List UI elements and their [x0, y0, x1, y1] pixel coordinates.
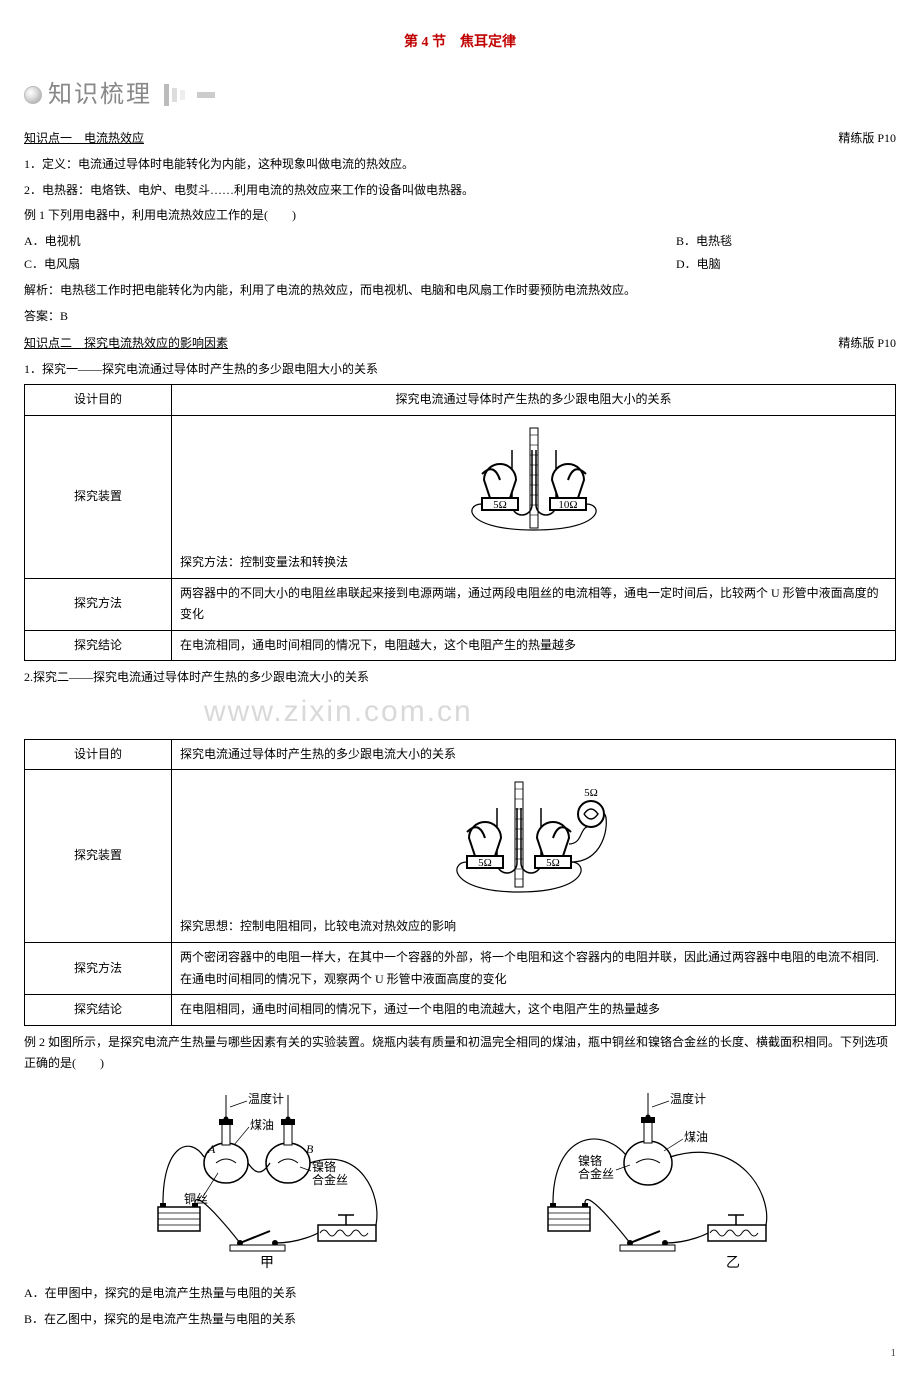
bullet-icon: [24, 86, 42, 104]
inv1-conclusion: 在电流相同，通电时间相同的情况下，电阻越大，这个电阻产生的热量越多: [172, 630, 896, 661]
label-yi: 乙: [726, 1255, 740, 1271]
label-thermo-jia: 温度计: [248, 1091, 284, 1106]
inv1-r-left: 5Ω: [493, 499, 507, 511]
inv1-purpose-label: 设计目的: [25, 385, 172, 416]
label-jia: 甲: [260, 1256, 274, 1271]
inv2-conclusion-label: 探究结论: [25, 995, 172, 1026]
inv2-r-right: 5Ω: [546, 857, 560, 869]
table-row: 设计目的 探究电流通过导体时产生热的多少跟电阻大小的关系: [25, 385, 896, 416]
table-row: 探究方法 两个密闭容器中的电阻一样大，在其中一个容器的外部，将一个电阻和这个容器…: [25, 943, 896, 995]
kp1-row: 知识点一 电流热效应 精练版 P10: [24, 128, 896, 150]
table-row: 探究装置: [25, 770, 896, 943]
kp2-row: 知识点二 探究电流热效应的影响因素 精练版 P10: [24, 333, 896, 355]
inv2-device-label: 探究装置: [25, 770, 172, 943]
label-nichrome-jia: 镍铬合金丝: [312, 1159, 348, 1187]
example2-stem: 例 2 如图所示，是探究电流产生热量与哪些因素有关的实验装置。烧瓶内装有质量和初…: [24, 1032, 896, 1075]
label-nichrome-yi: 镍铬合金丝: [578, 1153, 614, 1181]
example1-answer: 答案：B: [24, 306, 896, 328]
example2-opt-a: A．在甲图中，探究的是电流产生热量与电阻的关系: [24, 1283, 896, 1305]
inv1-conclusion-label: 探究结论: [25, 630, 172, 661]
kp2-title: 知识点二 探究电流热效应的影响因素: [24, 333, 228, 355]
inv1-device-label: 探究装置: [25, 415, 172, 578]
inv1-purpose: 探究电流通过导体时产生热的多少跟电阻大小的关系: [172, 385, 896, 416]
investigation2-table: 设计目的 探究电流通过导体时产生热的多少跟电流大小的关系 探究装置: [24, 739, 896, 1026]
example1-stem: 例 1 下列用电器中，利用电流热效应工作的是( ): [24, 205, 896, 227]
inv2-method-label: 探究方法: [25, 943, 172, 995]
definition-2: 2．电热器：电烙铁、电炉、电熨斗……利用电流的热效应来工作的设备叫做电热器。: [24, 180, 896, 202]
section-header-text: 知识梳理: [48, 73, 152, 116]
opt-c: C．电风扇: [24, 254, 676, 276]
page-number: 1: [24, 1344, 896, 1364]
page-title: 第 4 节 焦耳定律: [24, 30, 896, 55]
inv2-purpose-label: 设计目的: [25, 739, 172, 770]
figure-yi: 温度计 煤油 镍铬合金丝 乙: [520, 1085, 790, 1275]
inv2-device-cell: 5Ω 5Ω 5Ω 探究思想：控制电阻相同，比较电流对热效应的影: [172, 770, 896, 943]
label-thermo-yi: 温度计: [670, 1091, 706, 1106]
example2-opt-b: B．在乙图中，探究的是电流产生热量与电阻的关系: [24, 1309, 896, 1331]
table-row: 探究结论 在电阻相同，通电时间相同的情况下，通过一个电阻的电流越大，这个电阻产生…: [25, 995, 896, 1026]
inv1-method: 两容器中的不同大小的电阻丝串联起来接到电源两端，通过两段电阻丝的电流相等，通电一…: [172, 578, 896, 630]
inv2-r-left: 5Ω: [478, 857, 492, 869]
inv1-device-caption: 探究方法：控制变量法和转换法: [180, 552, 348, 574]
inv1-device-cell: 5Ω 10Ω 探究方法：控制变量法和转换法: [172, 415, 896, 578]
example1-opts-row1: A．电视机 B．电热毯: [24, 231, 896, 253]
label-A: A: [207, 1142, 216, 1156]
section-header: 知识梳理: [24, 73, 896, 116]
inv2-method: 两个密闭容器中的电阻一样大，在其中一个容器的外部，将一个电阻和这个容器内的电阻并…: [172, 943, 896, 995]
inv1-device-diagram: 5Ω 10Ω: [434, 420, 634, 540]
inv2-conclusion: 在电阻相同，通电时间相同的情况下，通过一个电阻的电流越大，这个电阻产生的热量越多: [172, 995, 896, 1026]
label-oil-jia: 煤油: [250, 1118, 274, 1132]
label-oil-yi: 煤油: [684, 1130, 708, 1144]
decoration-dash: [197, 92, 215, 98]
opt-d: D．电脑: [676, 254, 896, 276]
inv2-device-caption: 探究思想：控制电阻相同，比较电流对热效应的影响: [180, 916, 456, 938]
opt-b: B．电热毯: [676, 231, 896, 253]
investigation1-intro: 1．探究一——探究电流通过导体时产生热的多少跟电阻大小的关系: [24, 359, 896, 381]
figure-jia: A B 温度计 煤油 铜丝 镍铬合金丝: [130, 1085, 400, 1275]
opt-a: A．电视机: [24, 231, 676, 253]
investigation1-table: 设计目的 探究电流通过导体时产生热的多少跟电阻大小的关系 探究装置: [24, 384, 896, 661]
table-row: 探究装置: [25, 415, 896, 578]
inv1-method-label: 探究方法: [25, 578, 172, 630]
watermark: www.zixin.com.cn: [24, 685, 896, 739]
table-row: 设计目的 探究电流通过导体时产生热的多少跟电流大小的关系: [25, 739, 896, 770]
definition-1: 1．定义：电流通过导体时电能转化为内能，这种现象叫做电流的热效应。: [24, 154, 896, 176]
inv2-purpose: 探究电流通过导体时产生热的多少跟电流大小的关系: [172, 739, 896, 770]
kp1-title: 知识点一 电流热效应: [24, 128, 144, 150]
table-row: 探究方法 两容器中的不同大小的电阻丝串联起来接到电源两端，通过两段电阻丝的电流相…: [25, 578, 896, 630]
label-B: B: [306, 1142, 314, 1156]
inv2-r-ext: 5Ω: [584, 787, 598, 799]
kp2-ref: 精练版 P10: [838, 333, 896, 355]
example1-explanation: 解析：电热毯工作时把电能转化为内能，利用了电流的热效应，而电视机、电脑和电风扇工…: [24, 280, 896, 302]
kp1-ref: 精练版 P10: [838, 128, 896, 150]
table-row: 探究结论 在电流相同，通电时间相同的情况下，电阻越大，这个电阻产生的热量越多: [25, 630, 896, 661]
decoration-bars: [164, 84, 185, 106]
inv1-r-right: 10Ω: [558, 499, 577, 511]
inv2-device-diagram: 5Ω 5Ω 5Ω: [419, 774, 649, 904]
example1-opts-row2: C．电风扇 D．电脑: [24, 254, 896, 276]
example2-figures: A B 温度计 煤油 铜丝 镍铬合金丝: [24, 1085, 896, 1275]
